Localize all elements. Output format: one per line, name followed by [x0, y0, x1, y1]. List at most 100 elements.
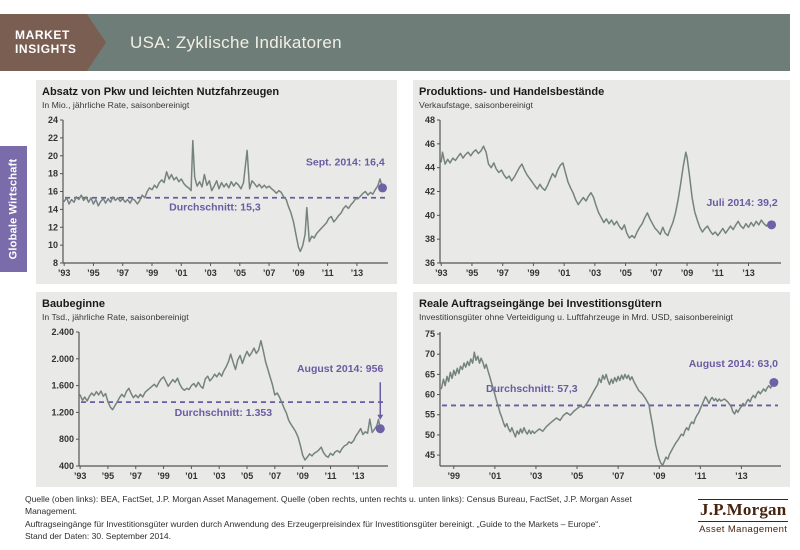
- x-tick-label: ’05: [234, 268, 247, 278]
- x-tick-label: ’93: [74, 471, 87, 481]
- y-tick-label: 2.000: [51, 354, 74, 364]
- y-tick-label: 40: [425, 210, 435, 220]
- y-tick-label: 1.600: [51, 381, 74, 391]
- x-tick-label: ’13: [735, 471, 748, 481]
- x-tick-label: ’95: [466, 268, 479, 278]
- x-tick-label: ’13: [351, 268, 364, 278]
- y-tick-label: 800: [59, 434, 74, 444]
- x-tick-label: ’09: [681, 268, 694, 278]
- x-tick-label: ’07: [269, 471, 282, 481]
- x-tick-label: ’97: [496, 268, 509, 278]
- y-tick-label: 75: [425, 329, 435, 339]
- x-tick-label: ’01: [558, 268, 571, 278]
- x-tick-label: ’03: [213, 471, 226, 481]
- chart-subtitle: Investitionsgüter ohne Verteidigung u. L…: [419, 312, 733, 322]
- x-tick-label: ’13: [352, 471, 365, 481]
- x-tick-label: ’11: [712, 268, 724, 278]
- x-tick-label: ’07: [650, 268, 663, 278]
- x-tick-label: ’97: [129, 471, 142, 481]
- y-tick-label: 10: [48, 240, 58, 250]
- x-tick-label: ’03: [589, 268, 602, 278]
- y-tick-label: 70: [425, 349, 435, 359]
- data-line: [79, 339, 382, 461]
- bestaende-chart: 48 46 44 42 40 38 36’93 ’95 ’97 ’99 ’01 ’03 ’05 ’07 ’0…: [425, 115, 781, 278]
- data-line: [440, 351, 775, 466]
- x-tick-label: ’93: [58, 268, 71, 278]
- x-tick-label: ’01: [185, 471, 198, 481]
- latest-value-dot: [378, 183, 388, 193]
- y-tick-label: 48: [425, 115, 435, 125]
- y-tick-label: 42: [425, 187, 435, 197]
- y-tick-label: 1.200: [51, 407, 74, 417]
- panel-bestaende: Produktions- und Handelsbestände Verkauf…: [413, 80, 790, 284]
- y-tick-label: 16: [48, 187, 58, 197]
- latest-value-dot: [769, 377, 779, 387]
- footer-line: Quelle (oben links): BEA, FactSet, J.P. …: [25, 494, 632, 517]
- annotation-arrowhead: [377, 414, 384, 420]
- y-tick-label: 8: [53, 258, 58, 268]
- y-tick-label: 65: [425, 369, 435, 379]
- x-tick-label: ’09: [653, 471, 666, 481]
- data-line: [440, 145, 773, 239]
- x-tick-label: ’99: [146, 268, 159, 278]
- panel-baubeginne: Baubeginne In Tsd., jährliche Rate, sais…: [36, 292, 397, 487]
- panel-pkw-absatz: Absatz von Pkw und leichten Nutzfahrzeug…: [36, 80, 397, 284]
- x-tick-label: ’01: [175, 268, 188, 278]
- average-label: Durchschnitt: 15,3: [169, 201, 261, 213]
- y-tick-label: 18: [48, 169, 58, 179]
- chart-title: Baubeginne: [42, 298, 105, 310]
- chart-subtitle: In Tsd., jährliche Rate, saisonbereinigt: [42, 312, 189, 322]
- y-tick-label: 24: [48, 115, 58, 125]
- x-tick-label: ’99: [448, 471, 461, 481]
- latest-value-label: Juli 2014: 39,2: [706, 197, 777, 209]
- x-tick-label: ’07: [263, 268, 276, 278]
- y-tick-label: 2.400: [51, 327, 74, 337]
- jpmorgan-asset-management-label: Asset Management: [699, 524, 788, 535]
- x-tick-label: ’05: [241, 471, 254, 481]
- panel-auftragseingaenge: Reale Auftragseingänge bei Investitionsg…: [413, 292, 790, 487]
- latest-value-label: Sept. 2014: 16,4: [306, 157, 385, 169]
- sidebar-tab-globale-wirtschaft[interactable]: Globale Wirtschaft: [0, 146, 27, 272]
- market-insights-badge: MARKET INSIGHTS: [0, 14, 106, 71]
- y-tick-label: 14: [48, 204, 58, 214]
- auftragseingaenge-chart: 75 70 65 60 55 50 45 ’99 ’01 ’03 ’05 ’07 ’09 ’11 ’13 Du…: [425, 329, 781, 481]
- x-tick-label: ’99: [157, 471, 170, 481]
- average-label: Durchschnitt: 1.353: [175, 407, 273, 419]
- latest-value-label: August 2014: 956: [297, 363, 384, 375]
- x-tick-label: ’11: [694, 471, 706, 481]
- y-tick-label: 20: [48, 151, 58, 161]
- chart-title: Produktions- und Handelsbestände: [419, 86, 605, 98]
- latest-value-dot: [375, 424, 385, 434]
- x-tick-label: ’97: [116, 268, 129, 278]
- chart-subtitle: In Mio., jährliche Rate, saisonbereinigt: [42, 100, 190, 110]
- chart-title: Absatz von Pkw und leichten Nutzfahrzeug…: [42, 86, 280, 98]
- x-tick-label: ’11: [322, 268, 334, 278]
- y-tick-label: 22: [48, 133, 58, 143]
- y-tick-label: 12: [48, 222, 58, 232]
- latest-value-dot: [767, 220, 777, 230]
- x-tick-label: ’11: [324, 471, 336, 481]
- pkw-absatz-chart: 24 22 20 18 16 14 12 10 8’93 ’95 ’97 ’99 ’01 ’03 ’05 ’0…: [48, 115, 388, 278]
- market-insights-label: MARKET INSIGHTS: [15, 28, 77, 56]
- y-tick-label: 45: [425, 450, 435, 460]
- x-tick-label: ’09: [296, 471, 309, 481]
- sidebar-tab-label: Globale Wirtschaft: [7, 158, 20, 260]
- x-tick-label: ’13: [742, 268, 755, 278]
- y-tick-label: 400: [59, 461, 74, 471]
- average-label: Durchschnitt: 57,3: [486, 383, 578, 395]
- x-tick-label: ’95: [87, 268, 100, 278]
- jpmorgan-logo: J.P.Morgan Asset Management: [698, 499, 789, 535]
- x-tick-label: ’99: [527, 268, 540, 278]
- y-tick-label: 38: [425, 234, 435, 244]
- baubeginne-chart: 2.400 2.000 1.600 1.200 800 400’93 ’95 ’97 ’99 ’0…: [51, 327, 388, 481]
- footer-line: Auftragseingänge für Investitionsgüter w…: [25, 518, 601, 529]
- y-tick-label: 55: [425, 410, 435, 420]
- jpmorgan-wordmark: J.P.Morgan: [698, 499, 789, 522]
- chart-title: Reale Auftragseingänge bei Investitionsg…: [419, 298, 662, 310]
- chart-subtitle: Verkaufstage, saisonbereinigt: [419, 100, 533, 110]
- y-tick-label: 50: [425, 430, 435, 440]
- x-tick-label: ’05: [571, 471, 584, 481]
- x-tick-label: ’95: [102, 471, 115, 481]
- y-tick-label: 44: [425, 163, 435, 173]
- x-tick-label: ’03: [204, 268, 217, 278]
